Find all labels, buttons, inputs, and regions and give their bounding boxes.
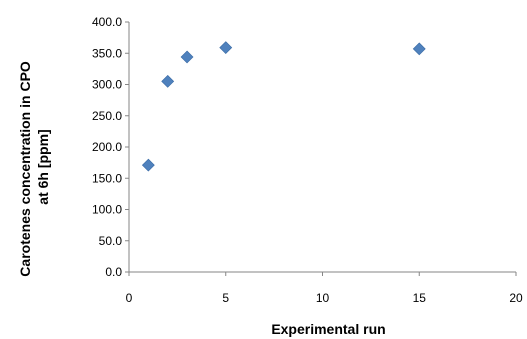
- data-point: [180, 50, 194, 64]
- y-tick-label: 250.0: [92, 109, 122, 123]
- y-axis-title-line-1: Carotenes concentration in CPO: [17, 61, 33, 277]
- x-tick-label: 15: [413, 291, 427, 305]
- x-tick-label: 5: [222, 291, 229, 305]
- y-tick-label: 150.0: [92, 171, 122, 185]
- data-point: [141, 158, 155, 172]
- data-point: [219, 41, 233, 55]
- y-tick-label: 50.0: [99, 234, 123, 248]
- x-tick-label: 0: [126, 291, 133, 305]
- x-axis-title: Experimental run: [271, 321, 385, 337]
- y-axis-title-line-2: at 6h [ppm]: [35, 129, 51, 204]
- y-tick-labels: 0.0 50.0 100.0 150.0 200.0 250.0 300.0 350.0 400…: [92, 15, 129, 279]
- x-tick-label: 20: [509, 291, 523, 305]
- x-tick-label: 10: [316, 291, 330, 305]
- y-tick-label: 0.0: [105, 265, 122, 279]
- data-point: [161, 74, 175, 88]
- y-tick-label: 200.0: [92, 140, 122, 154]
- y-tick-label: 300.0: [92, 78, 122, 92]
- data-points: [141, 41, 426, 172]
- x-tick-labels: 0 5 10 15 20: [126, 272, 523, 305]
- y-axis-title: Carotenes concentration in CPO at 6h [pp…: [17, 57, 51, 276]
- y-tick-label: 400.0: [92, 15, 122, 29]
- y-tick-label: 350.0: [92, 46, 122, 60]
- y-tick-label: 100.0: [92, 203, 122, 217]
- data-point: [412, 42, 426, 56]
